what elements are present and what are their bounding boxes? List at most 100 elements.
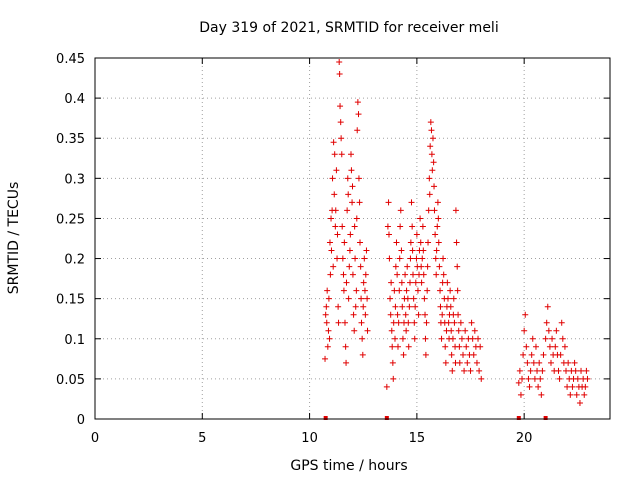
data-point [322,355,329,362]
data-point [398,279,405,286]
data-point [383,383,390,390]
data-point [339,255,346,262]
data-point [537,375,544,382]
data-point [412,303,419,310]
data-point [356,199,363,206]
data-point [389,343,396,350]
data-point [350,311,357,318]
data-point [429,167,436,174]
data-point [431,207,438,214]
data-point [476,367,483,374]
data-point [427,143,434,150]
y-tick-label: 0.1 [64,333,85,348]
data-point [349,199,356,206]
data-point [336,59,343,66]
data-point [444,279,451,286]
data-point [477,343,484,350]
data-point [407,255,414,262]
zero-marker [516,416,521,420]
data-point [391,335,398,342]
data-point [360,279,367,286]
x-tick-label: 10 [301,431,318,446]
data-point [567,391,574,398]
zero-markers [323,416,548,420]
data-point [572,367,579,374]
data-point [434,223,441,230]
data-point [323,303,330,310]
data-point [355,175,362,182]
grid-lines [95,58,610,419]
data-point [402,271,409,278]
data-point [428,127,435,134]
data-point [521,327,528,334]
data-point [349,183,356,190]
data-point [522,311,529,318]
data-point [433,271,440,278]
data-point [324,287,331,294]
data-point [393,239,400,246]
data-point [417,215,424,222]
data-point [457,319,464,326]
data-point [421,295,428,302]
data-point [340,271,347,278]
data-point [433,247,440,254]
data-point [403,327,410,334]
data-point [405,319,412,326]
data-point [347,231,354,238]
data-point [460,351,467,358]
data-point [422,311,429,318]
data-point [359,351,366,358]
data-point [345,295,352,302]
data-point [458,335,465,342]
data-point [529,335,536,342]
data-point [454,287,461,294]
data-point [438,335,445,342]
data-point [435,215,442,222]
data-point [581,391,588,398]
data-point [549,335,556,342]
data-point [542,335,549,342]
data-point [432,231,439,238]
data-point [404,263,411,270]
data-point [357,239,364,246]
data-point [475,335,482,342]
data-point [530,359,537,366]
data-point [415,311,422,318]
data-point [454,263,461,270]
data-point [582,383,589,390]
data-point [358,319,365,326]
data-point [418,279,425,286]
data-point [338,151,345,158]
data-point [456,359,463,366]
x-tick-label: 0 [91,431,99,446]
data-point [394,271,401,278]
data-point [344,175,351,182]
data-point [396,287,403,294]
data-point [536,359,543,366]
data-point [525,375,532,382]
data-point [328,215,335,222]
x-tick-label: 15 [409,431,426,446]
data-point [478,375,485,382]
y-tick-label: 0.2 [64,253,85,268]
data-point [411,335,418,342]
y-tick-label: 0.25 [56,212,85,227]
data-point [355,111,362,118]
data-point [535,383,542,390]
data-point [357,263,364,270]
data-point [392,263,399,270]
chart-title: Day 319 of 2021, SRMTID for receiver mel… [199,20,498,36]
data-point [571,359,578,366]
data-point [448,351,455,358]
zero-marker [543,416,548,420]
x-tick-label: 20 [516,431,533,446]
data-point [471,327,478,334]
data-point [387,295,394,302]
data-point [557,351,564,358]
data-point [331,151,338,158]
data-point [543,319,550,326]
data-point [436,263,443,270]
data-point [425,239,432,246]
data-point [527,367,534,374]
data-point [564,383,571,390]
